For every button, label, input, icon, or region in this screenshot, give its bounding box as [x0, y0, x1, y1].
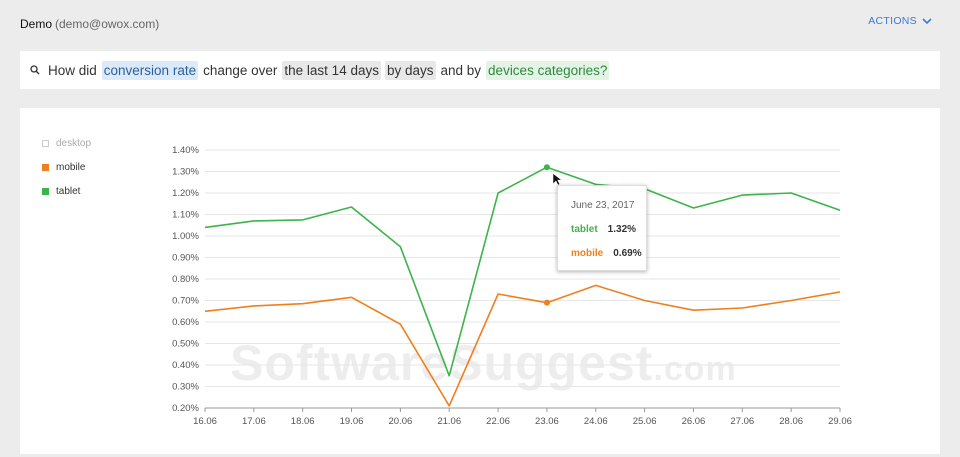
tooltip-row-tablet: tablet 1.32% — [571, 224, 636, 235]
legend-swatch — [42, 139, 49, 147]
series-line-tablet — [204, 166, 841, 377]
x-tick-label: 17.06 — [242, 416, 266, 427]
x-tick-label: 29.06 — [828, 416, 852, 427]
legend-label: desktop — [56, 137, 92, 149]
tooltip-value: 0.69% — [613, 248, 642, 259]
y-tick-label: 0.60% — [172, 317, 199, 328]
series-line-mobile — [204, 284, 841, 407]
series-point-tablet — [543, 164, 550, 171]
search-icon — [30, 65, 40, 75]
x-tick-label: 28.06 — [779, 416, 803, 427]
y-tick-label: 0.80% — [172, 274, 199, 285]
legend-label: tablet — [56, 185, 81, 197]
chart-card: desktop mobile tablet SoftwareSuggest.com … — [20, 108, 940, 454]
legend-swatch — [42, 187, 49, 195]
query-token[interactable]: devices categories? — [486, 60, 610, 80]
x-tick-label: 20.06 — [388, 416, 412, 427]
legend-item-desktop[interactable]: desktop — [42, 137, 92, 149]
legend-label: mobile — [56, 161, 86, 173]
query-word: How did — [48, 62, 97, 78]
query-input[interactable]: How did conversion rate change over the las… — [20, 51, 940, 89]
y-tick-label: 0.40% — [172, 360, 199, 371]
x-tick-label: 16.06 — [193, 416, 217, 427]
x-tick-label: 18.06 — [291, 416, 315, 427]
tooltip-date: June 23, 2017 — [571, 200, 635, 211]
account-info: Demo (demo@owox.com) — [20, 17, 159, 31]
tooltip-value: 1.32% — [607, 224, 637, 235]
user-email: (demo@owox.com) — [55, 17, 160, 31]
x-tick-label: 23.06 — [535, 416, 559, 427]
y-tick-label: 0.20% — [172, 403, 199, 414]
y-tick-label: 0.50% — [172, 339, 199, 350]
y-tick-label: 1.00% — [172, 231, 199, 242]
y-tick-label: 0.30% — [172, 382, 199, 393]
y-tick-label: 1.30% — [172, 167, 199, 178]
query-token[interactable]: conversion rate — [101, 60, 199, 80]
chevron-down-icon — [922, 17, 932, 24]
x-tick-label: 24.06 — [584, 416, 608, 427]
user-name: Demo — [20, 17, 53, 31]
legend-item-mobile[interactable]: mobile — [42, 161, 91, 173]
actions-menu-button[interactable]: ACTIONS — [868, 15, 932, 27]
x-tick-label: 26.06 — [682, 416, 706, 427]
cursor-icon — [552, 172, 563, 186]
x-tick-label: 22.06 — [486, 416, 510, 427]
y-tick-label: 0.70% — [172, 296, 199, 307]
x-tick-label: 19.06 — [340, 416, 364, 427]
tooltip-row-mobile: mobile 0.69% — [571, 248, 642, 259]
query-token[interactable]: the last 14 days — [282, 60, 381, 80]
top-bar: Demo (demo@owox.com) ACTIONS — [0, 0, 960, 46]
y-tick-label: 0.90% — [172, 253, 199, 264]
chart-tooltip: June 23, 2017 tablet 1.32% mobile 0.69% — [557, 185, 647, 271]
x-tick-label: 27.06 — [730, 416, 754, 427]
query-token[interactable]: by days — [384, 60, 436, 80]
legend-item-tablet[interactable]: tablet — [42, 185, 91, 197]
chart-legend: desktop mobile tablet — [42, 138, 91, 210]
legend-swatch — [42, 163, 49, 171]
tooltip-label: tablet — [571, 224, 598, 235]
query-word: and by — [440, 62, 482, 78]
x-tick-label: 25.06 — [633, 416, 657, 427]
actions-label: ACTIONS — [868, 15, 917, 27]
line-chart: 0.20% 0.30% 0.40% 0.50% 0.60% 0.70% 0.80% 0.90%… — [172, 145, 852, 427]
y-tick-label: 1.40% — [172, 145, 199, 156]
tooltip-label: mobile — [571, 248, 604, 259]
y-tick-label: 1.20% — [172, 188, 199, 199]
y-tick-label: 1.10% — [172, 210, 199, 221]
query-text: How did conversion rate change over the las… — [45, 60, 611, 80]
query-word: change over — [203, 62, 278, 78]
series-point-mobile — [543, 299, 550, 306]
x-tick-label: 21.06 — [437, 416, 461, 427]
